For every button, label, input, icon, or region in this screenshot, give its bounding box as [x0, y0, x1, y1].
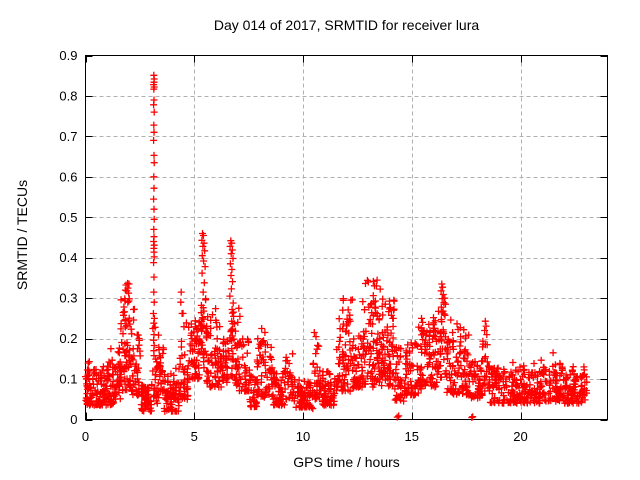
y-tick-label: 0.1: [59, 372, 77, 387]
x-tick-label: 20: [513, 429, 527, 444]
y-tick-label: 0.4: [59, 250, 77, 265]
y-tick-label: 0: [70, 412, 77, 427]
x-axis-label: GPS time / hours: [293, 454, 400, 470]
data-points-plus-markers: [82, 71, 591, 421]
y-tick-label: 0.7: [59, 129, 77, 144]
axis-ticks: [85, 55, 608, 421]
plot-border: [85, 55, 608, 420]
y-tick-label: 0.6: [59, 169, 77, 184]
y-tick-label: 0.8: [59, 88, 77, 103]
tick-labels: 0 5 10 15 20 0 0.1 0.2 0.3 0.4 0.5 0.6 0.7 0.8 0.9: [59, 48, 527, 444]
y-tick-label: 0.5: [59, 210, 77, 225]
x-tick-label: 0: [82, 429, 89, 444]
y-tick-label: 0.3: [59, 291, 77, 306]
y-tick-label: 0.2: [59, 331, 77, 346]
x-tick-label: 5: [191, 429, 198, 444]
x-tick-label: 10: [296, 429, 310, 444]
grid-lines: [85, 55, 608, 420]
y-tick-label: 0.9: [59, 48, 77, 63]
x-tick-label: 15: [405, 429, 419, 444]
chart-title: Day 014 of 2017, SRMTID for receiver lur…: [213, 17, 480, 33]
